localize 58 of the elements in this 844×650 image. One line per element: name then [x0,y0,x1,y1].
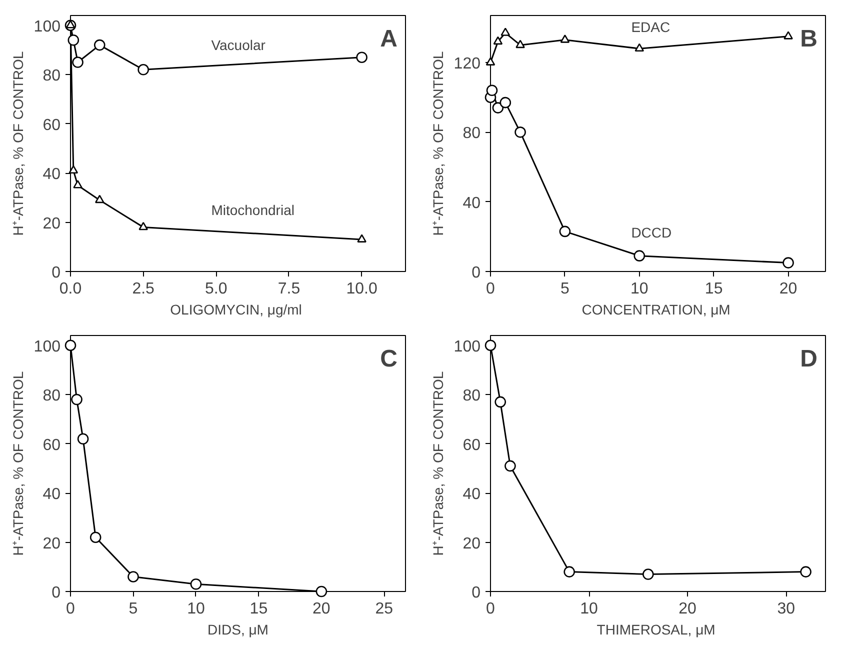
y-tick-label: 60 [42,116,61,134]
x-tick-label: 0 [66,600,76,618]
y-tick-label: 100 [454,338,481,356]
y-axis-title: H⁺-ATPase, % OF CONTROL [430,371,446,556]
annotation: A [380,26,398,52]
x-tick-label: 10 [630,280,648,298]
x-tick-label: 20 [312,600,330,618]
y-tick-label: 80 [42,68,61,85]
y-axis-title: H⁺-ATPase, % OF CONTROL [430,51,446,236]
y-axis-title: H⁺-ATPase, % OF CONTROL [10,371,26,556]
x-tick-label: 7.5 [278,280,300,298]
x-tick-label: 15 [704,280,723,298]
x-axis-title: CONCENTRATION, μM [582,302,730,318]
y-tick-label: 20 [42,215,61,232]
x-tick-label: 25 [375,600,394,618]
x-tick-label: 5.0 [205,280,228,298]
x-tick-label: 10.0 [346,280,378,298]
y-tick-label: 120 [454,56,481,73]
annotation: B [800,26,818,52]
x-tick-label: 10 [580,600,598,618]
y-tick-label: 60 [42,436,61,454]
y-tick-label: 100 [34,338,61,356]
x-tick-label: 10 [187,600,205,618]
annotation: D [800,346,818,372]
x-tick-label: 0 [486,600,496,618]
y-tick-label: 40 [462,486,481,504]
x-tick-label: 30 [777,600,796,618]
y-tick-label: 0 [472,584,481,602]
x-tick-label: 20 [678,600,697,618]
x-tick-label: 5 [128,600,138,618]
x-tick-label: 2.5 [132,280,155,298]
x-axis-title: THIMEROSAL, μM [596,622,716,638]
x-tick-label: 15 [250,600,268,618]
y-tick-label: 20 [462,535,481,552]
series-label: DCCD [631,224,672,240]
x-axis-title: OLIGOMYCIN, μg/ml [170,302,302,318]
annotation: C [380,346,398,372]
x-tick-label: 0.0 [59,280,82,298]
x-tick-label: 0 [486,280,496,298]
y-tick-label: 60 [462,436,481,454]
y-axis-title: H⁺-ATPase, % OF CONTROL [10,51,26,236]
x-axis-title: DIDS, μM [208,622,268,638]
y-tick-label: 40 [462,194,481,212]
y-tick-label: 80 [42,388,61,405]
y-tick-label: 0 [52,264,61,282]
series-label: Mitochondrial [211,202,294,218]
series-label: Vacuolar [211,37,266,54]
x-tick-label: 20 [779,280,798,298]
y-tick-label: 80 [462,125,481,142]
y-tick-label: 40 [42,166,61,184]
series-label: EDAC [631,18,670,35]
y-tick-label: 0 [472,264,481,282]
x-tick-label: 5 [560,280,570,298]
y-tick-label: 80 [462,388,481,405]
y-tick-label: 20 [42,535,61,552]
y-tick-label: 100 [34,18,61,36]
y-tick-label: 40 [42,486,61,504]
y-tick-label: 0 [52,584,61,602]
